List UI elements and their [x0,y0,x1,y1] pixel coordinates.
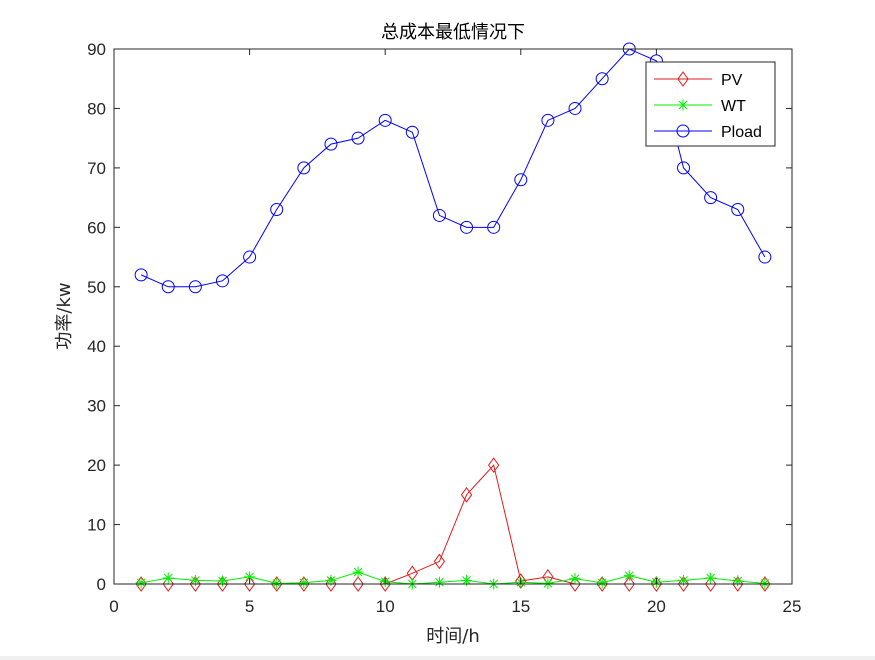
x-tick-label: 10 [376,597,395,616]
data-point-pload-10 [378,113,392,127]
data-point-pv-4 [216,576,229,592]
y-tick-label: 60 [87,218,106,237]
data-point-pv-13 [460,486,473,503]
data-point-pload-7 [297,161,311,175]
data-point-wt-2 [162,572,174,584]
axes-box [113,48,793,585]
data-point-wt-23 [732,575,744,587]
data-point-pv-14 [488,457,500,473]
data-point-pload-1 [134,268,148,282]
data-point-wt-6 [271,577,283,589]
legend-label-wt: WT [721,98,746,115]
data-point-wt-17 [569,573,581,585]
data-point-pload-21 [677,161,691,175]
data-point-pload-18 [595,72,609,86]
data-point-pv-6 [271,576,283,592]
legend-entry-wt: WT [654,98,746,115]
data-point-pload-8 [324,137,338,151]
data-point-pload-4 [215,274,229,288]
data-point-pload-6 [270,203,284,216]
data-point-wt-4 [216,575,228,587]
data-point-pv-7 [298,576,310,592]
data-point-pload-12 [432,208,446,222]
x-axis-label: 时间/h [426,626,479,647]
data-point-pv-24 [759,576,771,592]
y-tick-label: 20 [87,456,106,475]
data-point-pv-19 [623,576,635,592]
legend-entry-pv: PV [654,71,743,89]
data-point-wt-22 [705,572,717,584]
chart-title: 总成本最低情况下 [381,22,525,43]
data-point-pload-14 [487,220,501,234]
data-point-wt-21 [678,574,690,586]
tick-layer: 0 5 10 15 20 25 0 10 20 30 40 50 60 70 80 90 [87,40,801,616]
x-tick-label: 0 [109,597,118,616]
data-point-pload-16 [541,113,555,127]
data-point-pload-22 [704,191,718,205]
data-point-pload-15 [514,173,528,187]
data-point-wt-24 [759,577,771,589]
legend-entry-pload: Pload [654,124,762,141]
data-point-pload-23 [731,203,745,216]
y-tick-label: 90 [87,40,106,59]
y-tick-label: 30 [87,397,106,416]
data-point-wt-18 [596,577,608,589]
data-point-pv-3 [189,576,202,592]
legend-box [645,61,776,147]
data-point-pload-9 [351,131,365,145]
legend: PV WT Pload [645,61,776,147]
data-point-pv-5 [243,576,256,592]
data-point-wt-5 [244,571,256,583]
data-point-wt-19 [623,570,635,582]
data-point-pload-3 [188,280,202,294]
legend-label-pv: PV [721,72,743,89]
legend-label-pload: Pload [721,124,762,141]
data-point-wt-16 [542,577,554,589]
data-point-wt-9 [352,566,364,578]
data-point-pload-17 [568,101,582,115]
data-point-pload-5 [243,250,257,264]
data-point-wt-7 [298,577,310,589]
y-tick-label: 80 [87,99,106,118]
data-point-wt-3 [189,574,201,586]
data-point-wt-13 [461,574,473,586]
data-point-wt-12 [433,576,445,588]
y-tick-label: 0 [97,575,106,594]
y-tick-label: 70 [87,159,106,178]
y-tick-label: 50 [87,278,106,297]
data-point-pv-21 [677,576,690,592]
y-tick-label: 40 [87,337,106,356]
data-point-wt-1 [135,577,147,589]
legend-marker-pv [677,71,689,87]
x-tick-label: 5 [245,597,254,616]
x-tick-label: 15 [511,597,530,616]
data-point-pv-8 [325,576,337,592]
data-point-pload-2 [161,280,175,294]
y-tick-label: 10 [87,516,106,535]
data-point-pv-9 [352,576,364,592]
legend-marker-wt [677,99,689,111]
data-point-wt-8 [325,574,337,586]
legend-marker-pload [676,124,690,138]
data-point-pv-1 [135,576,147,592]
data-point-pload-24 [758,250,772,264]
x-tick-label: 25 [783,597,802,616]
x-tick-label: 20 [647,597,666,616]
y-axis-label: 功率/kw [54,282,75,349]
data-point-pload-11 [405,125,419,139]
data-point-pv-12 [433,553,446,570]
data-point-pload-13 [460,220,474,234]
